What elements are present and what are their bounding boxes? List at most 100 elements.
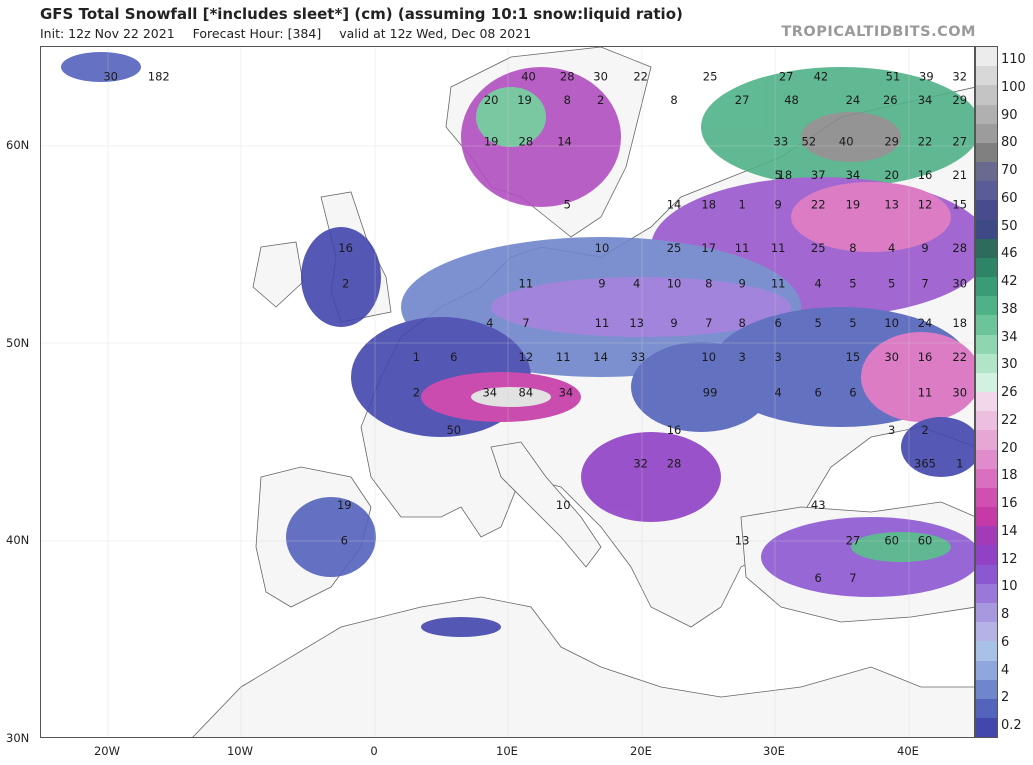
snowfall-value: 2 [921, 423, 928, 437]
snowfall-value: 11 [771, 241, 786, 255]
snowfall-value: 13 [884, 198, 899, 212]
legend-swatch [976, 487, 997, 508]
snowfall-value: 20 [884, 168, 899, 182]
snowfall-value: 11 [918, 385, 933, 399]
snowfall-value: 5 [564, 198, 571, 212]
snow-turkey-core [851, 532, 951, 562]
snowfall-value: 34 [559, 385, 574, 399]
snowfall-value: 10 [595, 241, 610, 255]
snowfall-value: 40 [521, 69, 536, 83]
legend-swatch [976, 679, 997, 699]
legend-swatch [976, 392, 997, 412]
legend-swatch [976, 468, 997, 488]
legend-swatch [976, 200, 997, 220]
snowfall-value: 6 [815, 571, 822, 585]
snowfall-value: 12 [519, 350, 534, 364]
lon-label-30e: 30E [763, 744, 785, 758]
legend-label: 34 [1001, 329, 1018, 345]
forecast-hour: Forecast Hour: [384] [192, 26, 322, 41]
graticule [41, 47, 974, 737]
legend-label: 46 [1001, 246, 1018, 262]
snowfall-value: 17 [701, 241, 716, 255]
legend-swatch [976, 296, 997, 316]
snowfall-value: 1 [413, 350, 420, 364]
snowfall-value: 10 [667, 277, 682, 291]
snowfall-value: 33 [774, 135, 789, 149]
snowfall-value: 16 [667, 423, 682, 437]
legend-swatch [976, 449, 997, 469]
snowfall-value: 14 [557, 135, 572, 149]
snowfall-value: 2 [597, 93, 604, 107]
snowfall-value: 11 [771, 277, 786, 291]
legend-swatch [976, 181, 997, 201]
snowfall-value: 3 [738, 350, 745, 364]
valid-time: valid at 12z Wed, Dec 08 2021 [339, 26, 532, 41]
snowfall-value: 15 [952, 198, 967, 212]
legend-label: 38 [1001, 301, 1018, 317]
snowfall-value: 6 [450, 350, 457, 364]
lon-label-10e: 10E [496, 744, 518, 758]
legend-swatch [976, 353, 997, 373]
snowfall-value: 22 [952, 350, 967, 364]
snowfall-value: 11 [556, 350, 571, 364]
snowfall-value: 8 [849, 241, 856, 255]
snowfall-value: 5 [775, 168, 782, 182]
snowfall-value: 33 [631, 350, 646, 364]
map-subtitle: Init: 12z Nov 22 2021 Forecast Hour: [38… [40, 26, 545, 41]
lon-label-0: 0 [370, 744, 378, 758]
snowfall-value: 11 [595, 316, 610, 330]
legend-label: 80 [1001, 135, 1018, 151]
snowfall-value: 3 [888, 423, 895, 437]
snowfall-value: 48 [784, 93, 799, 107]
snowfall-value: 8 [670, 93, 677, 107]
snowfall-value: 20 [484, 93, 499, 107]
lon-label-10w: 10W [226, 744, 254, 758]
legend-swatch [976, 85, 997, 105]
snowfall-value: 8 [705, 277, 712, 291]
snow-iberia [286, 497, 376, 577]
snowfall-value: 1 [738, 198, 745, 212]
snow-russia-gray [801, 112, 901, 162]
snowfall-value: 19 [337, 498, 352, 512]
snowfall-value: 7 [921, 277, 928, 291]
snow-alps-core [471, 387, 551, 407]
legend-swatch [976, 641, 997, 661]
snowfall-value: 40 [839, 135, 854, 149]
snowfall-value: 25 [811, 241, 826, 255]
snowfall-value: 14 [667, 198, 682, 212]
snowfall-value: 25 [703, 69, 718, 83]
snowfall-value: 365 [914, 456, 936, 470]
snowfall-value: 10 [884, 316, 899, 330]
snowfall-value: 9 [775, 198, 782, 212]
snowfall-value: 9 [738, 277, 745, 291]
legend-swatch [976, 66, 997, 86]
snowfall-value: 5 [815, 316, 822, 330]
snowfall-value: 29 [884, 135, 899, 149]
snowfall-value: 6 [341, 533, 348, 547]
snowfall-value: 9 [670, 316, 677, 330]
legend-swatch [976, 219, 997, 239]
snow-caucasus [901, 417, 974, 477]
snowfall-value: 42 [814, 69, 829, 83]
snow-poland-belt [491, 277, 791, 337]
legend-swatch [976, 238, 997, 258]
legend-label: 10 [1001, 579, 1018, 595]
snowfall-value: 28 [560, 69, 575, 83]
snowfall-value: 32 [633, 456, 648, 470]
snowfall-value: 50 [446, 423, 461, 437]
brand-watermark: TROPICALTIDBITS.COM [781, 24, 976, 40]
snowfall-value: 51 [886, 69, 901, 83]
snowfall-value: 30 [103, 69, 118, 83]
snowfall-value: 27 [952, 135, 967, 149]
snow-balkans [581, 432, 721, 522]
lon-label-20e: 20E [630, 744, 652, 758]
italy-land [490, 441, 602, 568]
snowfall-value: 1 [956, 456, 963, 470]
legend-label: 4 [1001, 662, 1010, 678]
snowfall-value: 6 [775, 316, 782, 330]
north-africa-land [192, 596, 974, 737]
snow-uk [301, 227, 381, 327]
snowfall-value: 3 [775, 350, 782, 364]
snowfall-value: 11 [519, 277, 534, 291]
snowfall-value: 28 [667, 456, 682, 470]
